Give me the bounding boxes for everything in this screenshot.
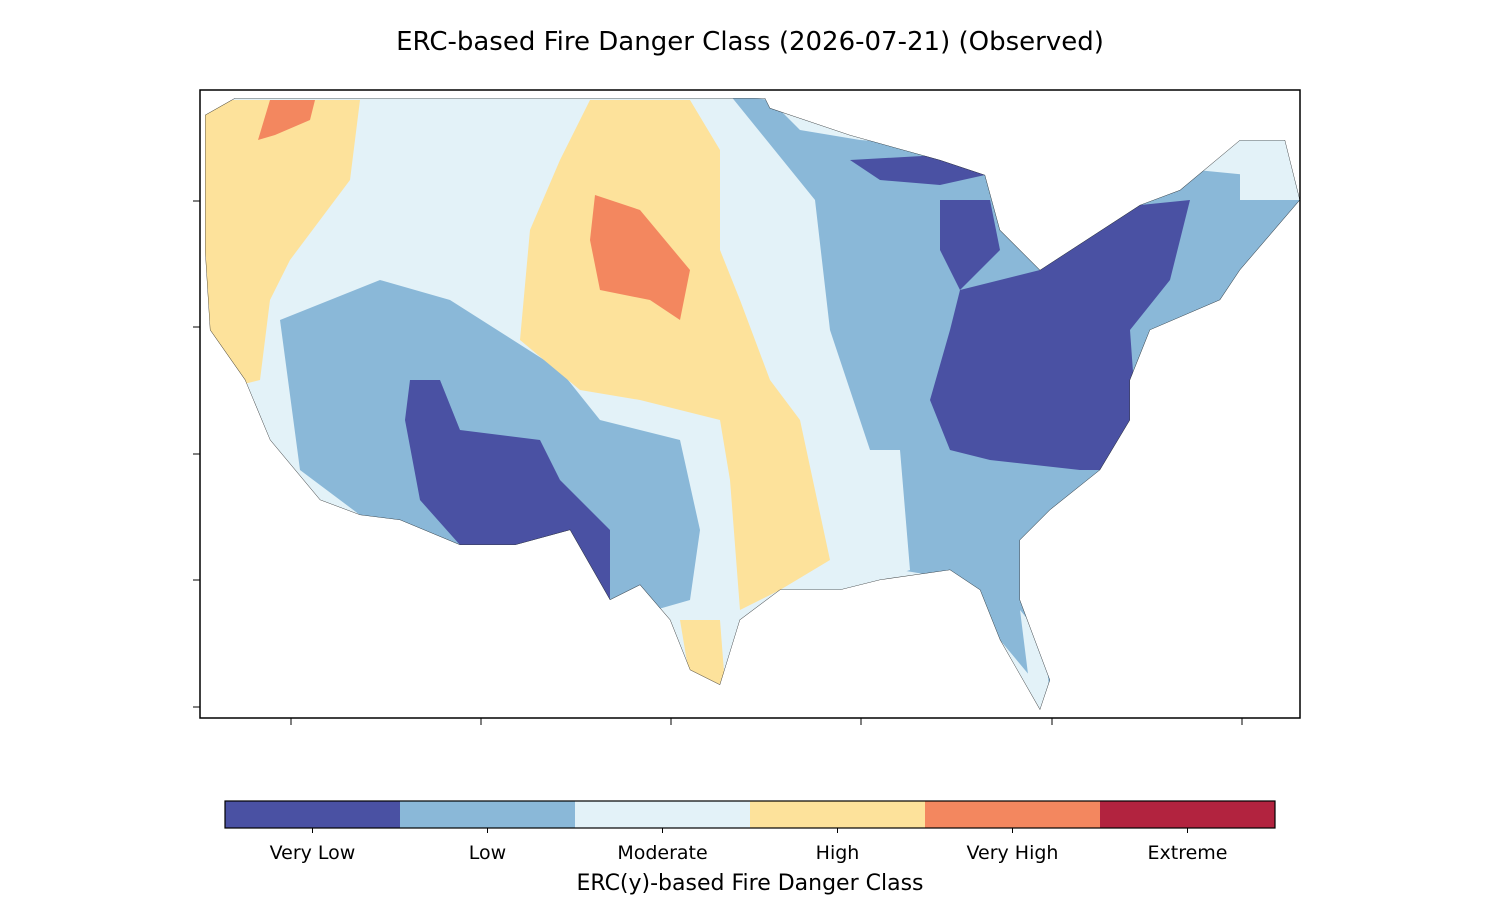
colorbar-segment xyxy=(1100,801,1275,828)
colorbar-class-label: High xyxy=(816,842,860,864)
colorbar-segment xyxy=(925,801,1100,828)
region xyxy=(840,450,910,590)
axis-ticks xyxy=(193,200,1243,725)
map-frame xyxy=(199,89,1301,719)
region xyxy=(680,620,725,685)
colorbar-class-label: Low xyxy=(469,842,506,864)
colorbar-class-label: Extreme xyxy=(1148,842,1228,864)
region xyxy=(1240,140,1300,200)
region xyxy=(205,100,360,390)
colorbar-segment xyxy=(400,801,575,828)
colorbar-segment xyxy=(225,801,400,828)
region xyxy=(1020,610,1050,700)
map-title: ERC-based Fire Danger Class (2026-07-21)… xyxy=(396,27,1104,57)
colorbar-class-label: Very Low xyxy=(270,842,356,864)
region xyxy=(930,200,1190,470)
colorbar-label: ERC(y)-based Fire Danger Class xyxy=(576,871,923,896)
colorbar-segment xyxy=(750,801,925,828)
colorbar-class-label: Very High xyxy=(967,842,1059,864)
region xyxy=(258,100,315,140)
colorbar-frame xyxy=(224,800,1276,829)
colorbar-segment xyxy=(575,801,750,828)
colorbar-class-label: Moderate xyxy=(617,842,707,864)
colorbar: Very Low Low Moderate High Very High Extreme xyxy=(224,800,1276,864)
region xyxy=(590,195,690,320)
map xyxy=(205,98,1300,710)
